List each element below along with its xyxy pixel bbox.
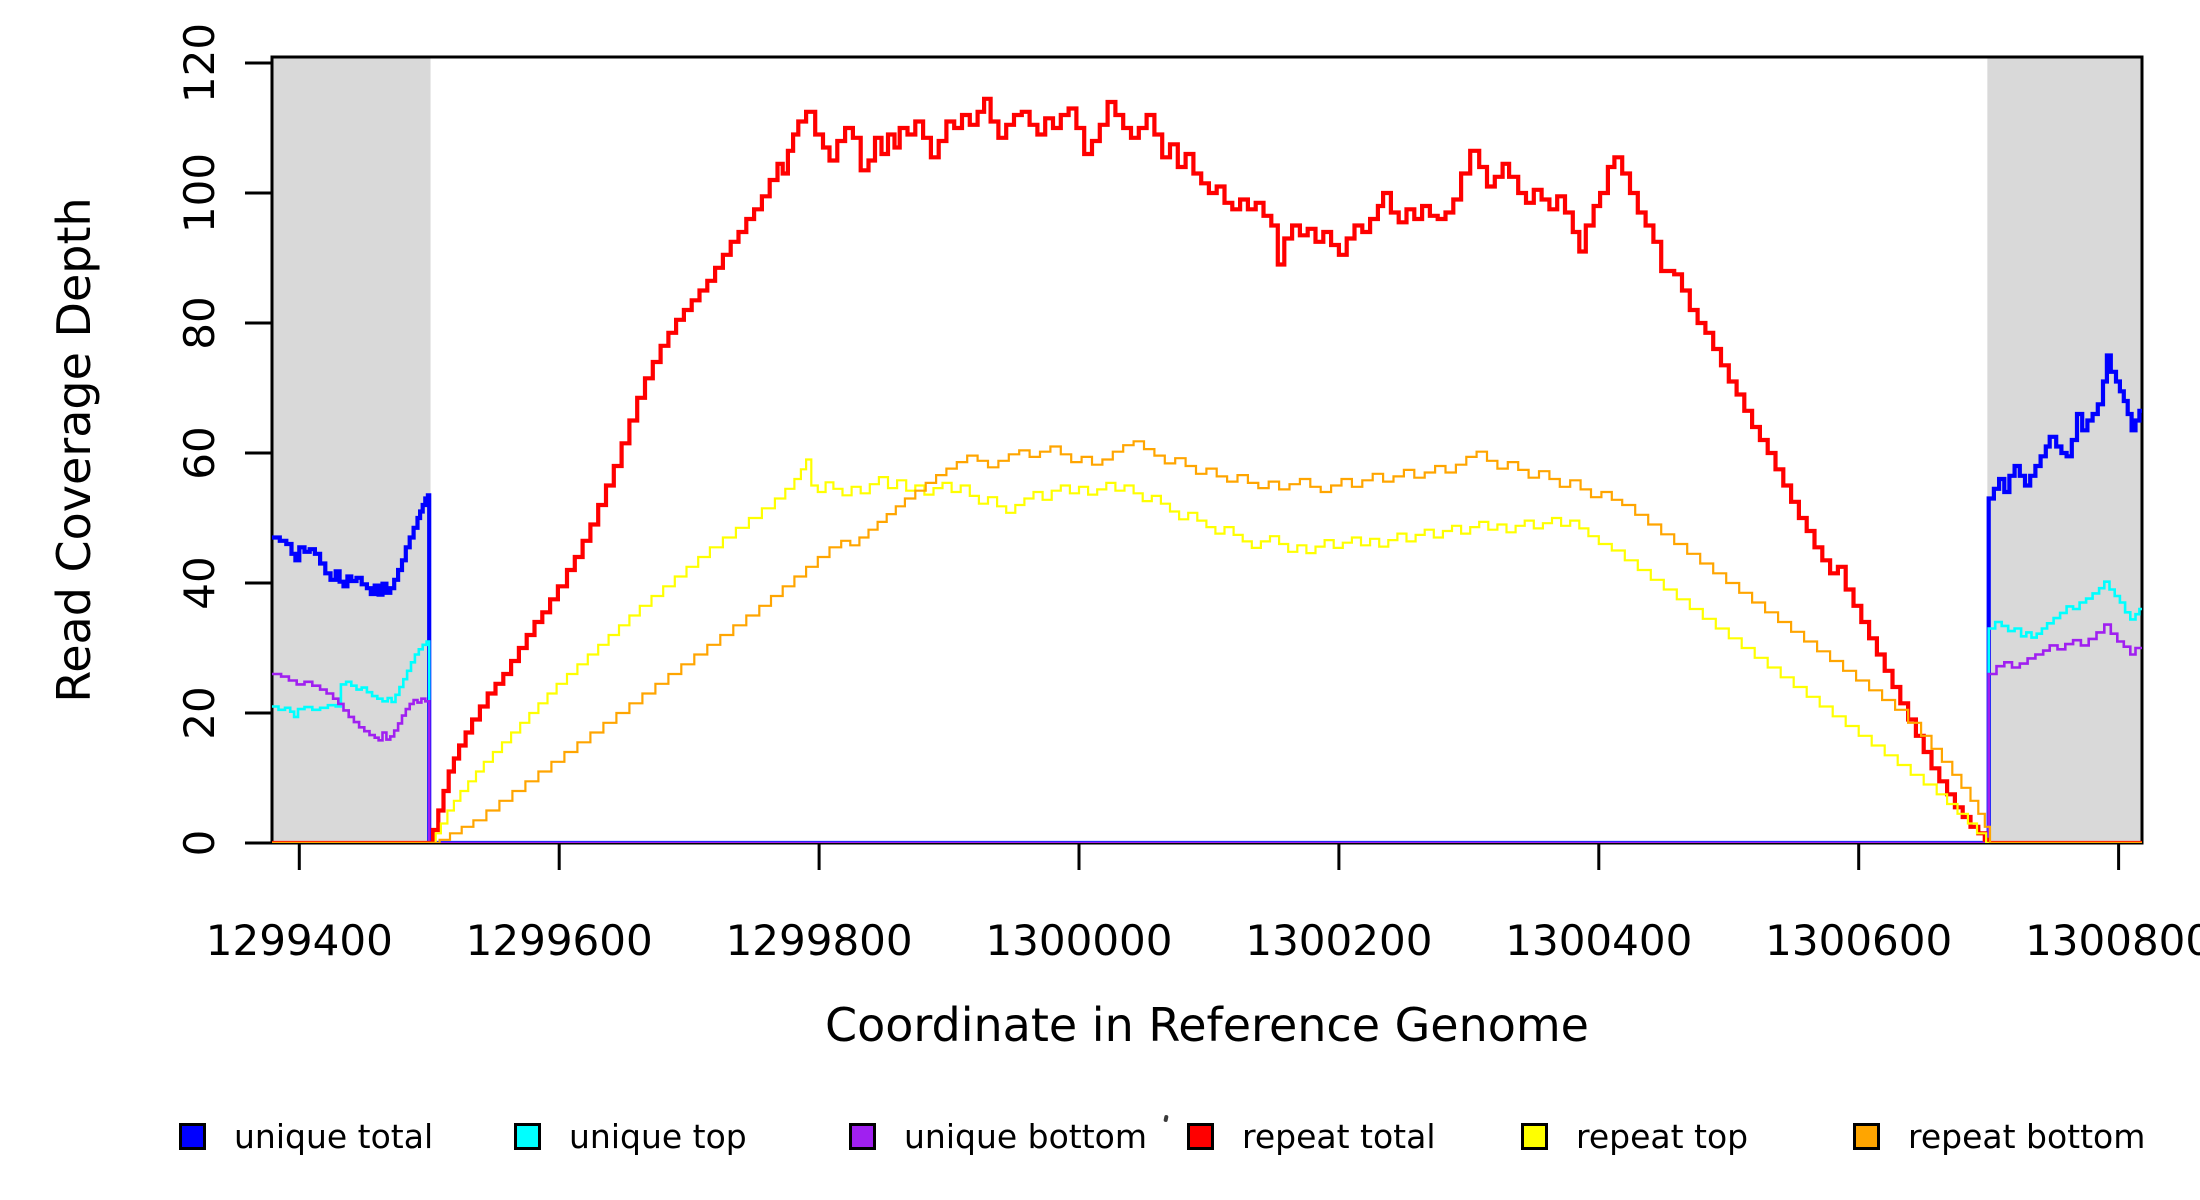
legend-swatch-repeat-bottom [1853, 1122, 1880, 1150]
legend-item-unique-bottom: unique bottom [849, 1116, 1147, 1156]
x-tick-label: 1300000 [985, 916, 1172, 965]
y-tick-label: 80 [175, 296, 224, 349]
legend-item-repeat-bottom: repeat bottom [1853, 1116, 2145, 1156]
series-repeat-bottom [272, 440, 2142, 843]
legend-item-repeat-top: repeat top [1521, 1116, 1748, 1156]
x-tick-label: 1300400 [1505, 916, 1692, 965]
legend-label: repeat total [1242, 1116, 1436, 1156]
legend-swatch-unique-bottom [849, 1122, 876, 1150]
legend-swatch-unique-total [179, 1122, 206, 1150]
series-repeat-total [272, 96, 2142, 843]
x-tick-label: 1299400 [206, 916, 393, 965]
series-repeat-top [272, 458, 2142, 843]
y-tick-label: 120 [175, 23, 224, 103]
series-unique-total [272, 353, 2142, 843]
legend-label: unique total [234, 1116, 434, 1156]
x-tick-label: 1299600 [466, 916, 653, 965]
legend-swatch-repeat-top [1521, 1122, 1548, 1150]
shaded-region [272, 57, 431, 843]
legend: unique total unique top unique bottom repea… [0, 1116, 2200, 1156]
x-tick-label: 1300800 [2025, 916, 2200, 965]
legend-item-repeat-total: repeat total [1187, 1116, 1436, 1156]
shaded-region [1987, 57, 2142, 843]
y-axis-title: Read Coverage Depth [47, 197, 101, 703]
y-tick-label: 0 [175, 830, 224, 857]
legend-label: repeat bottom [1908, 1116, 2146, 1156]
legend-item-unique-total: unique total [179, 1116, 433, 1156]
series-unique-top [272, 580, 2142, 843]
x-tick-label: 1299800 [726, 916, 913, 965]
legend-label: unique top [569, 1116, 747, 1156]
x-tick-label: 1300600 [1765, 916, 1952, 965]
x-axis-title: Coordinate in Reference Genome [825, 998, 1589, 1052]
legend-label: unique bottom [904, 1116, 1148, 1156]
y-tick-label: 40 [175, 556, 224, 609]
legend-swatch-repeat-total [1187, 1122, 1214, 1150]
y-tick-label: 20 [175, 686, 224, 739]
legend-swatch-unique-top [514, 1122, 541, 1150]
x-tick-label: 1300200 [1245, 916, 1432, 965]
series-unique-bottom [272, 623, 2142, 843]
plot-box [270, 55, 2144, 845]
legend-item-unique-top: unique top [514, 1116, 747, 1156]
y-tick-label: 60 [175, 426, 224, 479]
y-tick-label: 100 [175, 153, 224, 233]
legend-label: repeat top [1576, 1116, 1749, 1156]
